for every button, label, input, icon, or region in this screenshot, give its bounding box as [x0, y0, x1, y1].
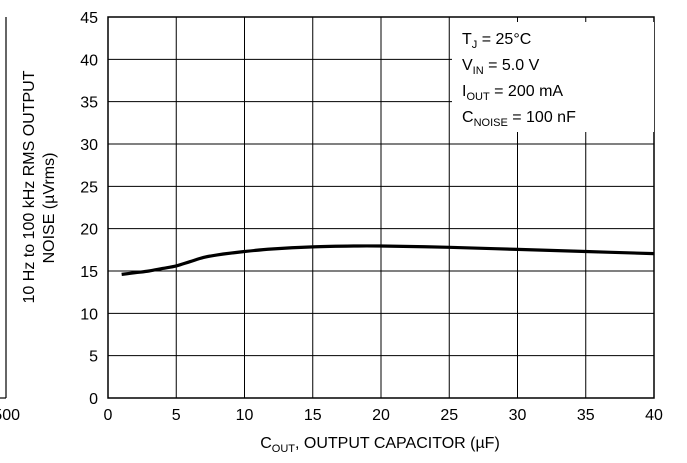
condition-2-sub: OUT	[466, 91, 490, 103]
condition-3-main: C	[462, 109, 474, 126]
condition-0-sub: J	[472, 39, 478, 51]
x-axis-label-sub: OUT	[272, 443, 296, 455]
y-tick-label-0: 0	[89, 391, 98, 408]
condition-3-rest: = 100 nF	[508, 109, 576, 126]
condition-1: VIN = 5.0 V	[462, 57, 540, 77]
condition-3-sub: NOISE	[474, 117, 508, 129]
y-tick-label-9: 45	[80, 10, 98, 27]
condition-2-rest: = 200 mA	[490, 83, 564, 100]
x-tick-label-1: 5	[172, 407, 181, 424]
condition-1-main: V	[462, 57, 473, 74]
conditions-box	[452, 22, 654, 132]
x-tick-labels: 0 5 10 15 20 25 30 35 40	[104, 407, 663, 424]
y-tick-labels: 0 5 10 15 20 25 30 35 40 45	[80, 10, 98, 408]
condition-2-main: I	[462, 83, 466, 100]
left-cut-tick-label: 500	[0, 407, 20, 424]
condition-3: CNOISE = 100 nF	[462, 109, 576, 129]
grid	[0, 16, 655, 399]
y-axis-label-line1: 10 Hz to 100 kHz RMS OUTPUT	[21, 70, 38, 303]
condition-1-sub: IN	[473, 65, 484, 77]
x-tick-label-8: 40	[645, 407, 663, 424]
x-tick-label-2: 10	[236, 407, 254, 424]
x-axis-label-main: C	[260, 435, 272, 452]
y-tick-label-8: 40	[80, 52, 98, 69]
condition-0-main: T	[462, 31, 472, 48]
x-tick-label-7: 35	[577, 407, 595, 424]
series-lines	[121, 244, 655, 276]
y-tick-label-7: 35	[80, 95, 98, 112]
y-tick-label-1: 5	[89, 349, 98, 366]
series-line-0	[121, 244, 655, 276]
x-tick-label-4: 20	[372, 407, 390, 424]
y-tick-label-4: 20	[80, 222, 98, 239]
y-tick-label-6: 30	[80, 137, 98, 154]
x-axis-label-rest: , OUTPUT CAPACITOR (µF)	[295, 435, 500, 452]
x-tick-label-6: 30	[509, 407, 527, 424]
condition-0: TJ = 25°C	[462, 31, 531, 51]
y-tick-label-5: 25	[80, 179, 98, 196]
y-axis-label-line2: NOISE (µVrms)	[41, 153, 58, 264]
plot-frame	[107, 16, 655, 399]
y-tick-label-3: 15	[80, 264, 98, 281]
y-tick-label-2: 10	[80, 306, 98, 323]
x-axis-label: COUT, OUTPUT CAPACITOR (µF)	[260, 435, 500, 455]
x-tick-label-3: 15	[304, 407, 322, 424]
condition-2: IOUT = 200 mA	[462, 83, 563, 103]
condition-0-rest: = 25°C	[477, 31, 531, 48]
condition-1-rest: = 5.0 V	[484, 57, 540, 74]
x-tick-label-0: 0	[104, 407, 113, 424]
x-tick-label-5: 25	[440, 407, 458, 424]
